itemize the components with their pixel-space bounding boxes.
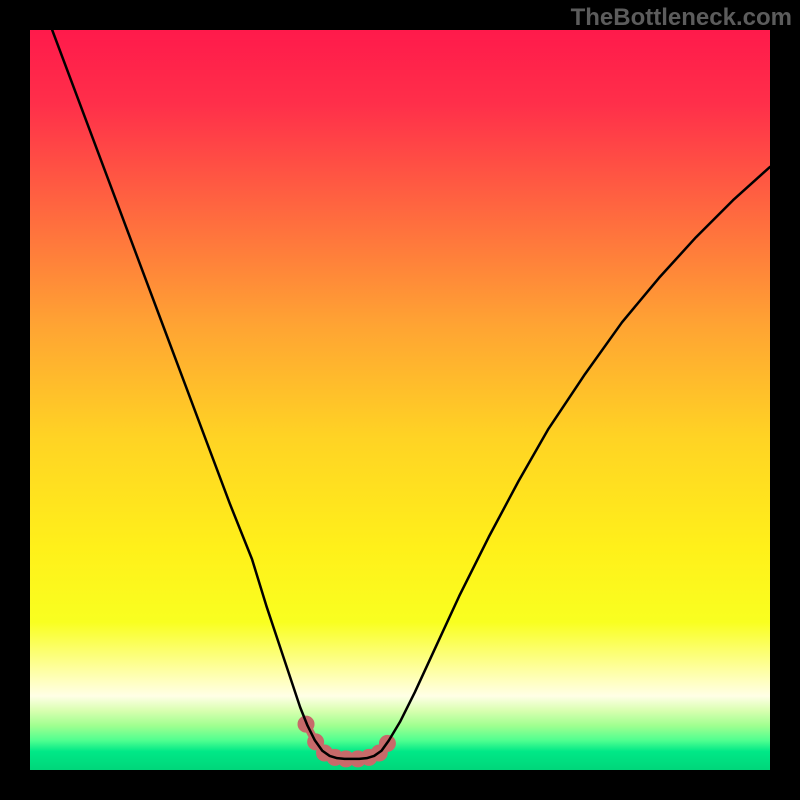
bottleneck-chart [30, 30, 770, 770]
gradient-background [30, 30, 770, 770]
watermark-text: TheBottleneck.com [512, 4, 792, 32]
plot-area [30, 30, 770, 770]
